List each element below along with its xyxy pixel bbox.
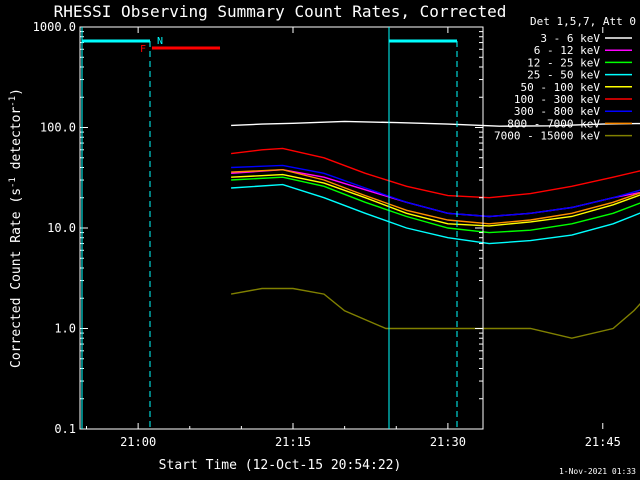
series-line-800-7000-keV (231, 168, 640, 225)
legend-label: 6 - 12 keV (534, 44, 601, 57)
y-tick-label: 1000.0 (33, 20, 76, 34)
y-tick-label: 100.0 (40, 121, 76, 135)
legend-label: 12 - 25 keV (527, 56, 600, 69)
series-line-12-25-keV (231, 176, 640, 234)
legend-title: Det 1,5,7, Att 0 (530, 15, 636, 28)
flag-indicators: NF (81, 27, 458, 429)
legend-label: 100 - 300 keV (514, 93, 600, 106)
legend-label: 3 - 6 keV (540, 32, 600, 45)
series-line-6-12-keV (231, 168, 640, 218)
attenuator-label: F (140, 44, 146, 55)
x-tick-label: 21:30 (430, 435, 466, 449)
x-tick-label: 21:45 (585, 435, 621, 449)
x-tick-label: 21:15 (275, 435, 311, 449)
series-line-25-50-keV (231, 183, 640, 245)
y-tick-label: 0.1 (54, 422, 76, 436)
date-stamp: 1-Nov-2021 01:33 (559, 467, 636, 476)
legend-label: 7000 - 15000 keV (494, 130, 600, 143)
chart-title: RHESSI Observing Summary Count Rates, Co… (54, 2, 507, 21)
series-line-7000-15000-keV (230, 287, 640, 339)
x-tick-label: 21:00 (120, 435, 156, 449)
y-axis-label: Corrected Count Rate (s-1 detector-1) (8, 88, 24, 368)
legend-label: 300 - 800 keV (514, 105, 600, 118)
y-tick-label: 10.0 (47, 221, 76, 235)
series-line-300-800-keV (231, 164, 640, 218)
legend-label: 50 - 100 keV (521, 81, 601, 94)
y-axis: 0.1 1.0 10.0 100.0 1000.0 (33, 20, 483, 436)
legend-label: 25 - 50 keV (527, 69, 600, 82)
legend-label: 800 - 7000 keV (507, 117, 600, 130)
series-line-100-300-keV (231, 147, 640, 199)
night-label: N (157, 36, 163, 47)
y-tick-label: 1.0 (54, 322, 76, 336)
series-line-50-100-keV (231, 173, 640, 227)
x-axis-label: Start Time (12-Oct-15 20:54:22) (159, 458, 402, 473)
